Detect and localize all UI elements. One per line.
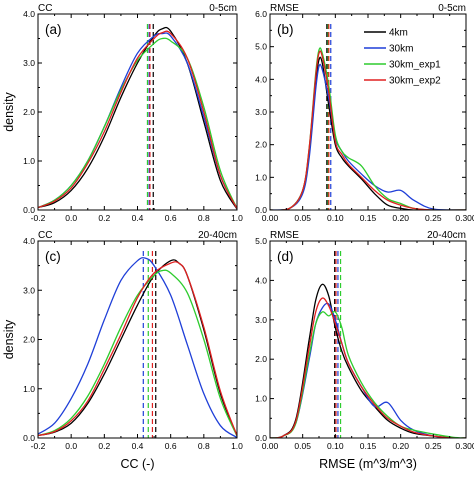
x-tick-label: 0.00: [262, 441, 279, 451]
panel-label: (c): [45, 249, 61, 264]
series-line-30km_exp2: [38, 30, 237, 209]
x-tick-label: 1.0: [231, 441, 243, 451]
x-tick-label: 0.25: [425, 441, 442, 451]
x-tick-label: 0.10: [327, 213, 344, 223]
x-tick-label: 0.6: [165, 213, 177, 223]
x-tick-label: 0.20: [392, 441, 409, 451]
y-tick-label: 4.0: [255, 74, 267, 84]
x-tick-label: 0.2: [98, 213, 110, 223]
x-tick-label: 0.6: [165, 441, 177, 451]
legend-label-30km_exp2: 30km_exp2: [389, 76, 441, 87]
y-tick-label: 2.0: [255, 354, 267, 364]
y-tick-label: 1.0: [255, 394, 267, 404]
y-tick-label: 5.0: [255, 236, 267, 246]
panel-title-left: RMSE: [270, 3, 299, 14]
series-line-30km_exp1: [270, 310, 466, 438]
panel-a: -0.2 0.0 0.2 0.4 0.6 0.8 1.00.01.02.03.04.0 CC 0…: [2, 3, 243, 223]
panel-title-left: CC: [38, 230, 52, 241]
legend-label-30km_exp1: 30km_exp1: [389, 60, 441, 71]
y-tick-label: 1.0: [23, 156, 35, 166]
x-tick-label: 0.10: [327, 441, 344, 451]
panel-label: (a): [45, 22, 62, 37]
panel-d: 0.00 0.05 0.10 0.15 0.20 0.25 0.300 0.0 1.0 2.0 3.…: [255, 230, 474, 471]
panel-label: (b): [277, 22, 294, 37]
y-tick-label: 1.0: [255, 172, 267, 182]
y-tick-label: 5.0: [255, 42, 267, 52]
x-tick-label: 0.05: [294, 213, 311, 223]
legend: 4km 30km 30km_exp1 30km_exp2: [364, 28, 441, 87]
series-line-30km_exp1: [38, 269, 237, 437]
plot-frame: [37, 13, 238, 211]
x-tick-label: 0.00: [262, 213, 279, 223]
series-line-4km: [38, 259, 237, 437]
x-tick-label: 0.8: [198, 213, 210, 223]
x-tick-label: 0.4: [132, 213, 144, 223]
x-tick-label: -0.2: [31, 441, 46, 451]
series-line-30km_exp1: [38, 37, 237, 209]
panel-title-right: 0-5cm: [438, 3, 466, 14]
series-line-30km: [38, 257, 237, 438]
series-line-30km_exp2: [38, 261, 237, 437]
y-tick-label: 6.0: [255, 9, 267, 19]
panel-title-right: 20-40cm: [198, 230, 237, 241]
series-line-4km: [270, 283, 466, 438]
y-tick-label: 2.0: [255, 140, 267, 150]
panel-title-right: 0-5cm: [209, 3, 237, 14]
series-line-30km_exp2: [270, 297, 466, 438]
panel-label: (d): [277, 249, 294, 264]
panel-title-left: RMSE: [270, 230, 299, 241]
x-tick-label: 1.0: [231, 213, 243, 223]
x-tick-label: 0.0: [65, 441, 77, 451]
x-tick-label: 0.2: [98, 441, 110, 451]
x-tick-label: 0.25: [425, 213, 442, 223]
y-tick-label: 2.0: [23, 335, 35, 345]
y-tick-label: 2.0: [23, 107, 35, 117]
panel-title-right: 20-40cm: [427, 230, 466, 241]
series-line-4km: [38, 26, 237, 210]
x-tick-label: 0.15: [360, 213, 377, 223]
y-tick-label: 4.0: [255, 275, 267, 285]
y-tick-label: 4.0: [23, 236, 35, 246]
y-tick-label: 3.0: [255, 107, 267, 117]
x-tick-label: 0.300: [455, 441, 474, 451]
x-tick-label: 0.8: [198, 441, 210, 451]
x-tick-label: 0.05: [294, 441, 311, 451]
x-tick-label: 0.0: [65, 213, 77, 223]
x-tick-label: 0.15: [360, 441, 377, 451]
x-tick-label: 0.300: [455, 213, 474, 223]
panel-c: -0.2 0.0 0.2 0.4 0.6 0.8 1.00.01.02.03.04.0 CC 2…: [2, 230, 243, 471]
y-tick-label: 0.0: [255, 205, 267, 215]
panel-b: 0.00 0.05 0.10 0.15 0.20 0.25 0.300 0.0 1.0 2.0 3.…: [255, 3, 474, 223]
x-tick-label: 0.20: [392, 213, 409, 223]
x-tick-label: 0.4: [132, 441, 144, 451]
y-tick-label: 3.0: [255, 315, 267, 325]
y-axis-label: density: [2, 91, 16, 131]
y-tick-label: 4.0: [23, 9, 35, 19]
y-axis-label: density: [2, 319, 16, 359]
series-line-30km_exp2: [270, 50, 466, 210]
y-tick-label: 3.0: [23, 58, 35, 68]
x-tick-label: -0.2: [31, 213, 46, 223]
y-tick-label: 0.0: [255, 433, 267, 443]
x-axis-label: RMSE (m^3/m^3): [319, 457, 417, 471]
y-tick-label: 0.0: [23, 433, 35, 443]
legend-label-4km: 4km: [389, 28, 408, 39]
y-tick-label: 1.0: [23, 384, 35, 394]
y-tick-label: 0.0: [23, 205, 35, 215]
y-tick-label: 3.0: [23, 285, 35, 295]
x-axis-label: CC (-): [120, 457, 154, 471]
legend-label-30km: 30km: [389, 44, 413, 55]
series-line-30km: [270, 302, 466, 438]
panel-title-left: CC: [38, 3, 52, 14]
